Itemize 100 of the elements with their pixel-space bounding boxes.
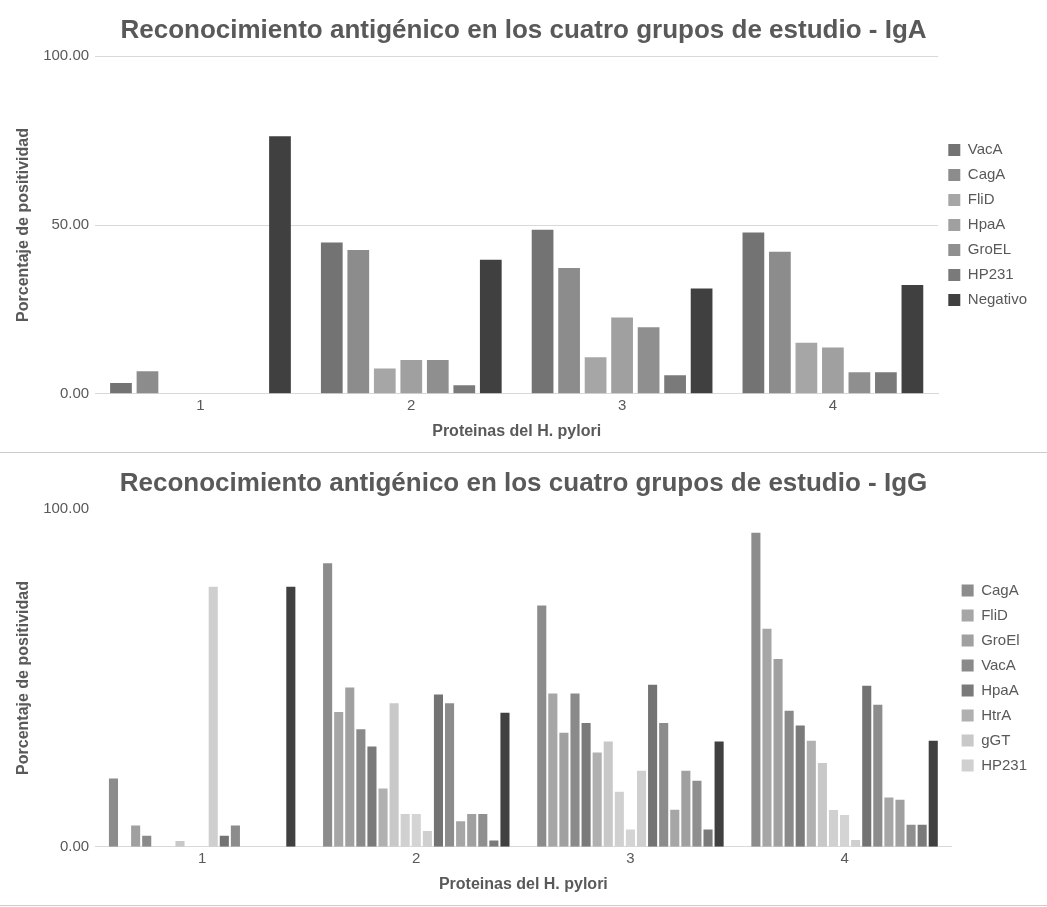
bar [453,385,476,394]
y-axis-title: Porcentaje de positividad [14,581,32,775]
bar [795,725,805,847]
x-tick-label: 3 [617,395,627,413]
bar [714,741,724,847]
chart-title: Reconocimiento antigénico en los cuatro grupos de estudio - IgG [119,466,928,497]
legend-label: FliD [967,190,995,208]
bar [558,267,580,394]
legend-label: VacA [981,655,1016,673]
y-tick-label: 0.00 [59,836,90,854]
legend-label: GroEL [967,240,1012,258]
bar [703,829,713,847]
legend-label: CagA [981,580,1019,598]
bar [456,821,466,847]
legend-label: HP231 [967,265,1014,283]
bar [895,799,905,847]
bar [690,288,713,394]
y-tick-label: 100.00 [43,499,90,517]
bar [378,788,388,847]
bar [603,741,613,847]
bar [559,732,569,847]
bar [489,840,499,847]
x-axis-title: Proteinas del H. pylori [438,874,608,892]
legend-label: HpaA [967,215,1006,233]
bar [670,809,680,847]
bar [208,586,218,847]
y-tick-label: 100.00 [43,46,90,64]
bar [433,694,443,847]
bar [917,824,927,847]
bar [784,710,794,847]
bar [828,810,839,847]
x-tick-label: 2 [407,395,416,413]
bar [840,815,850,847]
bar [769,251,791,394]
bar [548,693,558,847]
bar [637,327,660,394]
bar [367,746,377,847]
bar [537,605,547,847]
bar [400,814,410,847]
y-tick-label: 0.00 [59,383,90,401]
bar [108,778,119,847]
bar [692,780,702,847]
bar [478,814,488,847]
bar [806,740,816,847]
bar [742,232,765,394]
legend-label: VacA [967,140,1003,158]
bar [411,814,421,847]
bar [625,829,635,847]
bar [822,347,844,394]
x-tick-label: 2 [412,848,421,866]
bar [751,532,761,847]
bar [581,722,591,847]
bar [445,703,455,847]
legend-label: gGT [981,730,1011,748]
bar [875,372,897,394]
bar [422,830,432,847]
bar [426,360,449,394]
bar [531,229,554,394]
bar [356,729,366,847]
bar [648,684,658,847]
bar [467,814,477,847]
bar [286,586,296,847]
bar [570,693,580,847]
bar [884,797,894,847]
legend-label: Negativo [967,290,1027,308]
bar [230,825,240,847]
bar [614,791,624,847]
bar [773,659,783,847]
bar [175,841,185,847]
bar [636,770,647,847]
bar [334,712,344,847]
legend-label: HtrA [981,705,1012,723]
bar [323,563,333,847]
bar [681,770,691,847]
bar [373,368,396,394]
bar [928,740,938,847]
bar [901,285,924,394]
bar [795,342,818,394]
bar [400,360,423,394]
bar [131,825,141,847]
bar [347,249,370,394]
bar [762,628,772,847]
x-tick-label: 4 [840,848,849,866]
bar [592,752,602,847]
bar [848,372,871,394]
x-tick-label: 3 [626,848,635,866]
y-tick-label: 50.00 [51,215,90,233]
bar [110,383,132,394]
y-axis-title: Porcentaje de positividad [14,128,32,322]
x-tick-label: 1 [196,395,205,413]
x-tick-label: 1 [197,848,207,866]
legend-label: HP231 [981,755,1028,773]
bar [906,824,916,847]
bar [500,712,510,847]
bar [873,704,883,847]
legend-label: FliD [981,605,1008,623]
bar [817,763,827,847]
bar [269,136,291,394]
bar [659,722,669,847]
bar [389,703,399,847]
